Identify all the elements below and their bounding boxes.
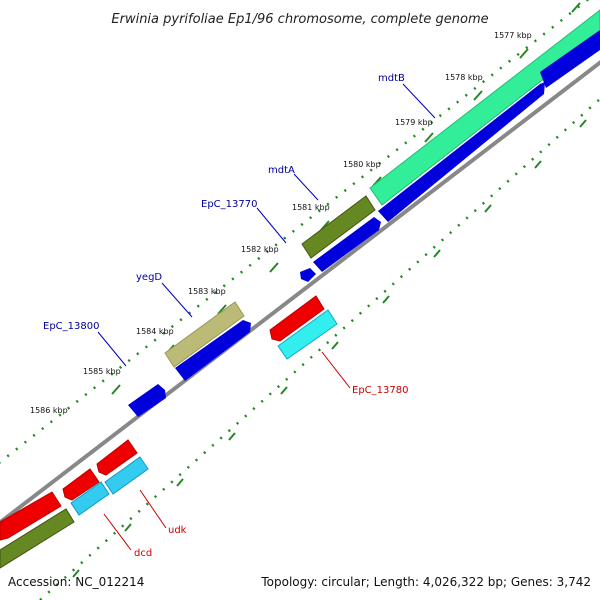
map-title: Erwinia pyrifoliae Ep1/96 chromosome, co…: [111, 12, 488, 27]
label-udk: udk: [168, 525, 187, 536]
tick-1577: 1577 kbp: [494, 2, 581, 40]
inner-tick-track: [39, 97, 600, 600]
topology-text: Topology: circular; Length: 4,026,322 bp…: [260, 575, 591, 589]
tick-1584: 1584 kbp: [136, 304, 227, 336]
tick-label: 1585 kbp: [83, 367, 121, 376]
gene-EpC_13780[interactable]: [277, 309, 338, 360]
label-EpC_13770: EpC_13770: [201, 199, 257, 210]
label-yegD: yegD: [136, 272, 162, 283]
chromosome-backbone: [0, 60, 600, 525]
tick-1583: 1583 kbp: [188, 262, 279, 296]
tick-1586: 1586 kbp: [30, 384, 121, 415]
gene-yegD[interactable]: [164, 301, 245, 368]
gene-forward-cds-1[interactable]: [378, 82, 545, 222]
tick-label: 1579 kbp: [395, 118, 433, 127]
tick-1579: 1579 kbp: [395, 90, 483, 127]
reverse-label-leaders: [103, 351, 351, 551]
forward-label-leaders: [97, 83, 436, 367]
tick-label: 1580 kbp: [343, 160, 381, 169]
label-mdtB: mdtB: [378, 73, 405, 84]
gene-forward-cds-3[interactable]: [300, 268, 316, 282]
gene-dcd[interactable]: [70, 481, 110, 516]
gene-mdtB[interactable]: [369, 9, 600, 206]
label-EpC_13780: EpC_13780: [352, 385, 408, 396]
tick-label: 1583 kbp: [188, 287, 226, 296]
gene-reverse-cds-2[interactable]: [96, 439, 138, 476]
label-EpC_13800: EpC_13800: [43, 321, 99, 332]
outer-tick-track: [0, 0, 590, 464]
gene-olive-lower[interactable]: [0, 508, 75, 569]
tick-label: 1584 kbp: [136, 327, 174, 336]
gene-udk[interactable]: [104, 456, 149, 495]
label-dcd: dcd: [134, 548, 152, 559]
tick-1578: 1578 kbp: [445, 48, 529, 82]
tick-label: 1582 kbp: [241, 245, 279, 254]
tick-label: 1581 kbp: [292, 203, 330, 212]
gene-reverse-cds-1[interactable]: [269, 295, 325, 342]
tick-label: 1578 kbp: [445, 73, 483, 82]
inner-major-ticks: [72, 119, 587, 578]
gene-forward-cds-5[interactable]: [128, 384, 166, 417]
tick-1580: 1580 kbp: [343, 132, 434, 169]
tick-label: 1577 kbp: [494, 31, 532, 40]
accession-text: Accession: NC_012214: [8, 575, 144, 589]
gene-mdtA[interactable]: [301, 195, 376, 259]
gene-reverse-cds-3[interactable]: [62, 468, 100, 501]
label-mdtA: mdtA: [268, 165, 295, 176]
gene-forward-cds-4[interactable]: [175, 320, 251, 381]
gene-forward-cds-2[interactable]: [313, 217, 381, 272]
gene-reverse-cds-4[interactable]: [0, 491, 62, 541]
tick-label: 1586 kbp: [30, 406, 68, 415]
gene-forward-cds-0[interactable]: [540, 30, 600, 88]
